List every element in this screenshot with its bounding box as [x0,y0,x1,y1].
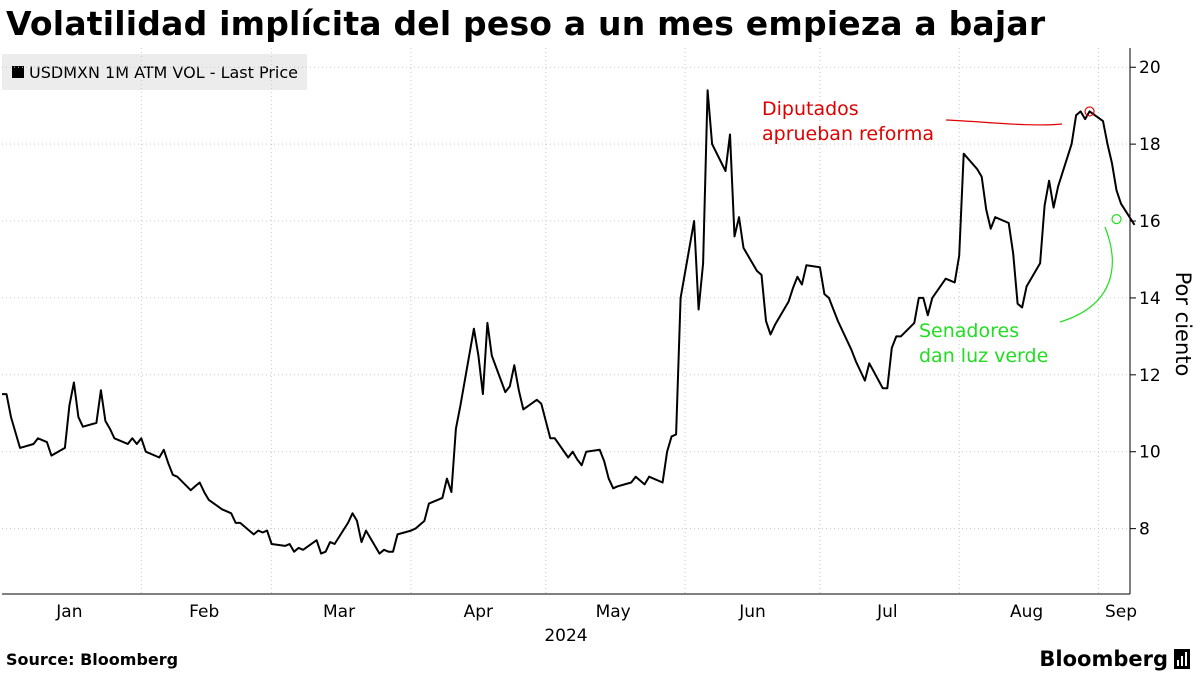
annotation-marker [1111,214,1122,225]
series-line [2,89,1136,555]
x-tick-label: Apr [464,602,493,622]
y-tick-label: 20 [1139,58,1161,78]
annotation-label: Senadores [919,320,1019,342]
x-tick-label: Aug [1010,602,1043,622]
x-tick-label: Feb [189,602,219,622]
brand-bars-icon [1174,649,1190,669]
x-tick-label: Jan [55,602,82,622]
x-tick-label: May [596,602,631,622]
annotation-label: aprueban reforma [762,123,934,145]
annotation-leader [945,119,1063,126]
x-tick-label: Jun [738,602,766,622]
annotation-leader [1059,226,1113,323]
y-tick-label: 12 [1139,366,1161,386]
legend-swatch [12,66,24,78]
y-tick-label: 16 [1139,212,1161,232]
y-tick-label: 10 [1139,443,1161,463]
x-tick-label: Jul [876,602,898,622]
y-tick-label: 8 [1139,520,1150,540]
annotation-marker [1084,106,1095,117]
brand-name: Bloomberg [1039,647,1168,671]
chart-title: Volatilidad implícita del peso a un mes … [6,4,1046,43]
annotation-label: dan luz verde [919,345,1048,367]
source-note: Source: Bloomberg [6,650,179,669]
y-axis-label: Por ciento [1171,272,1195,377]
x-year-label: 2024 [544,626,587,646]
x-tick-label: Sep [1105,602,1137,622]
y-tick-label: 18 [1139,135,1161,155]
x-tick-label: Mar [323,602,355,622]
annotation-label: Diputados [762,98,859,120]
y-tick-label: 14 [1139,289,1161,309]
brand-logo: Bloomberg [1039,647,1190,671]
